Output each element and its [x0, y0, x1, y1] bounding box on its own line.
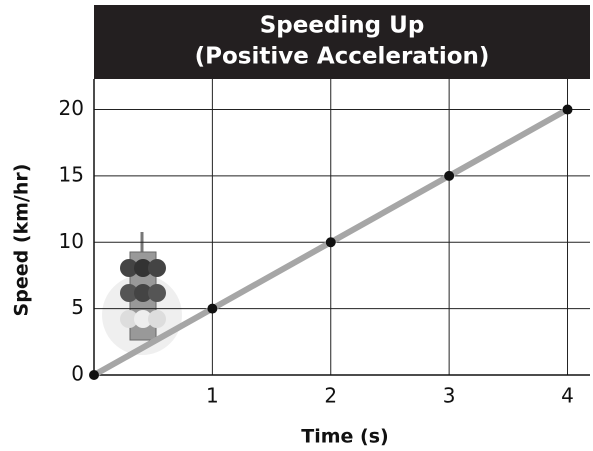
title-band	[94, 5, 590, 79]
y-tick-label: 5	[71, 295, 84, 319]
traffic-light-icon	[102, 232, 182, 355]
x-axis-title: Time (s)	[301, 426, 388, 448]
y-axis-title: Speed (km/hr)	[11, 164, 33, 317]
y-tick-label: 15	[59, 162, 84, 186]
data-point	[562, 104, 573, 115]
chart-title: Speeding Up	[260, 13, 425, 39]
x-tick-label: 3	[443, 384, 456, 408]
data-point	[207, 303, 218, 314]
data-point	[89, 370, 99, 380]
x-tick-label: 4	[561, 384, 574, 408]
x-tick-label: 1	[206, 384, 219, 408]
data-point	[444, 170, 455, 181]
y-tick-label: 20	[59, 96, 84, 120]
y-tick-label: 10	[59, 229, 84, 253]
chart-subtitle: (Positive Acceleration)	[195, 44, 490, 70]
y-tick-label: 0	[71, 362, 84, 386]
data-point	[325, 237, 336, 248]
x-tick-label: 2	[324, 384, 337, 408]
